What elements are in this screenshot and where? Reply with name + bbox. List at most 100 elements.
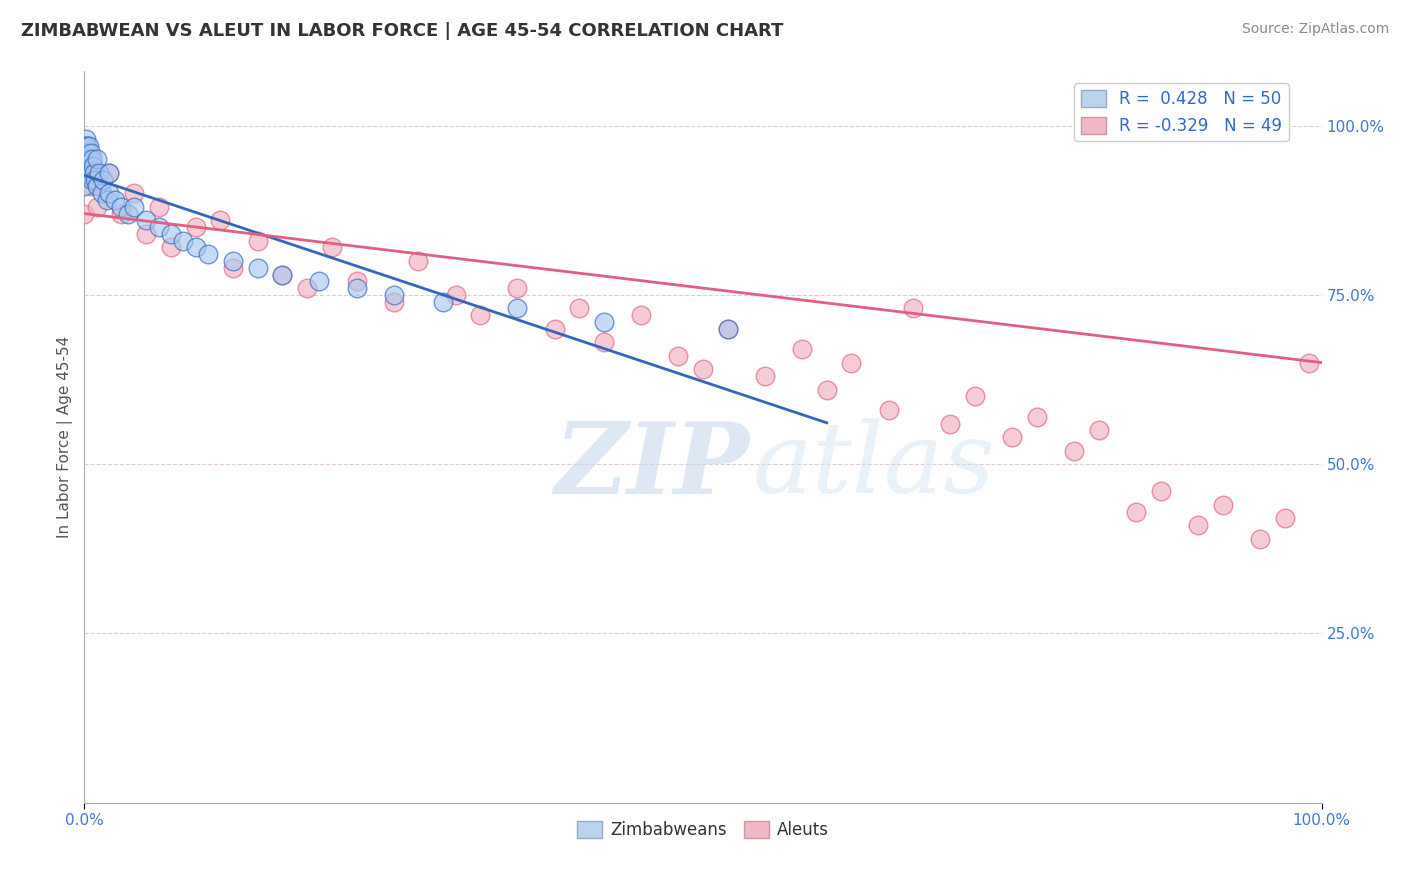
- Point: [692, 362, 714, 376]
- Point: [271, 268, 294, 282]
- Point: [506, 301, 529, 316]
- Point: [841, 355, 863, 369]
- Point: [160, 240, 183, 254]
- Point: [98, 166, 121, 180]
- Point: [86, 200, 108, 214]
- Point: [346, 281, 368, 295]
- Point: [568, 301, 591, 316]
- Point: [295, 281, 318, 295]
- Point: [75, 145, 97, 160]
- Point: [432, 294, 454, 309]
- Point: [939, 417, 962, 431]
- Point: [1298, 355, 1320, 369]
- Point: [73, 153, 96, 167]
- Point: [1212, 498, 1234, 512]
- Point: [110, 206, 132, 220]
- Point: [98, 166, 121, 180]
- Point: [73, 139, 96, 153]
- Point: [73, 179, 96, 194]
- Point: [1150, 484, 1173, 499]
- Point: [321, 240, 343, 254]
- Point: [271, 268, 294, 282]
- Point: [790, 342, 813, 356]
- Point: [222, 254, 245, 268]
- Point: [148, 200, 170, 214]
- Text: Source: ZipAtlas.com: Source: ZipAtlas.com: [1241, 22, 1389, 37]
- Point: [86, 179, 108, 194]
- Point: [815, 383, 838, 397]
- Point: [382, 288, 405, 302]
- Point: [1187, 518, 1209, 533]
- Point: [91, 172, 114, 186]
- Point: [73, 145, 96, 160]
- Point: [89, 166, 111, 180]
- Point: [73, 153, 96, 167]
- Point: [80, 153, 103, 167]
- Point: [77, 145, 100, 160]
- Y-axis label: In Labor Force | Age 45-54: In Labor Force | Age 45-54: [56, 336, 73, 538]
- Point: [135, 213, 157, 227]
- Point: [117, 206, 139, 220]
- Point: [79, 153, 101, 167]
- Point: [76, 166, 98, 180]
- Point: [1026, 409, 1049, 424]
- Point: [90, 186, 112, 201]
- Point: [222, 260, 245, 275]
- Point: [75, 139, 97, 153]
- Point: [754, 369, 776, 384]
- Point: [122, 186, 145, 201]
- Point: [1088, 423, 1111, 437]
- Point: [110, 200, 132, 214]
- Point: [1001, 430, 1024, 444]
- Point: [98, 186, 121, 201]
- Point: [1125, 505, 1147, 519]
- Point: [209, 213, 232, 227]
- Point: [160, 227, 183, 241]
- Point: [84, 172, 107, 186]
- Text: ZIMBABWEAN VS ALEUT IN LABOR FORCE | AGE 45-54 CORRELATION CHART: ZIMBABWEAN VS ALEUT IN LABOR FORCE | AGE…: [21, 22, 783, 40]
- Point: [382, 294, 405, 309]
- Point: [104, 193, 127, 207]
- Point: [593, 315, 616, 329]
- Point: [346, 274, 368, 288]
- Point: [717, 322, 740, 336]
- Point: [903, 301, 925, 316]
- Point: [76, 153, 98, 167]
- Point: [184, 220, 207, 235]
- Point: [79, 139, 101, 153]
- Point: [76, 139, 98, 153]
- Point: [506, 281, 529, 295]
- Point: [75, 132, 97, 146]
- Point: [135, 227, 157, 241]
- Point: [79, 179, 101, 194]
- Point: [122, 200, 145, 214]
- Point: [444, 288, 467, 302]
- Point: [1274, 511, 1296, 525]
- Text: atlas: atlas: [752, 418, 995, 514]
- Point: [1249, 532, 1271, 546]
- Point: [96, 193, 118, 207]
- Point: [543, 322, 565, 336]
- Point: [593, 335, 616, 350]
- Point: [172, 234, 194, 248]
- Point: [73, 166, 96, 180]
- Point: [79, 145, 101, 160]
- Text: ZIP: ZIP: [554, 418, 749, 515]
- Point: [666, 349, 689, 363]
- Point: [408, 254, 430, 268]
- Legend: Zimbabweans, Aleuts: Zimbabweans, Aleuts: [571, 814, 835, 846]
- Point: [83, 166, 105, 180]
- Point: [246, 234, 269, 248]
- Point: [630, 308, 652, 322]
- Point: [470, 308, 492, 322]
- Point: [148, 220, 170, 235]
- Point: [197, 247, 219, 261]
- Point: [80, 172, 103, 186]
- Point: [79, 166, 101, 180]
- Point: [184, 240, 207, 254]
- Point: [77, 159, 100, 173]
- Point: [246, 260, 269, 275]
- Point: [308, 274, 330, 288]
- Point: [73, 206, 96, 220]
- Point: [877, 403, 900, 417]
